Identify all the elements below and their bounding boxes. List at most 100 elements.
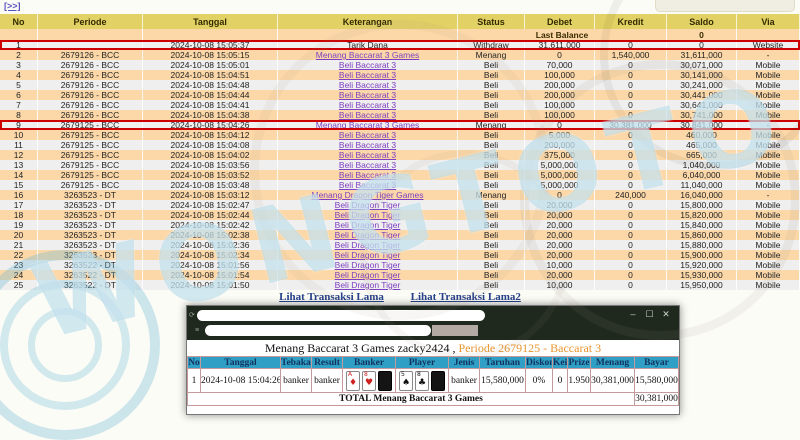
cell-no: 20	[0, 230, 38, 240]
cell-periode: 2679126 - BCC	[38, 50, 143, 60]
cell-kredit: 30,381,000	[595, 120, 667, 130]
keterangan-link[interactable]: Beli Baccarat 3	[338, 180, 397, 190]
cell-via: -	[737, 120, 800, 130]
popup-profile-box[interactable]	[432, 325, 478, 336]
cell-keterangan: Beli Baccarat 3	[278, 150, 458, 160]
cell-saldo: 15,950,000	[667, 280, 737, 290]
keterangan-link[interactable]: Beli Dragon Tiger	[334, 220, 401, 230]
keterangan-link[interactable]: Beli Baccarat 3	[338, 80, 397, 90]
cell-kredit: 0	[595, 280, 667, 290]
minimize-icon[interactable]: –	[630, 309, 636, 319]
cell-no: 18	[0, 210, 38, 220]
keterangan-link[interactable]: Beli Baccarat 3	[338, 110, 397, 120]
cell-debet: 5,000,000	[525, 180, 595, 190]
column-header-status: Status	[458, 14, 525, 29]
keterangan-link[interactable]: Menang Baccarat 3 Games	[315, 120, 420, 130]
keterangan-link[interactable]: Beli Baccarat 3	[338, 170, 397, 180]
last-balance-value[interactable]: 0	[667, 29, 737, 40]
keterangan-link[interactable]: Beli Baccarat 3	[338, 130, 397, 140]
popup-column-header-taruhan: Taruhan	[479, 356, 526, 369]
menu-icon[interactable]: ≡	[195, 327, 200, 334]
popup-column-header-menang: Menang	[590, 356, 635, 369]
keterangan-link[interactable]: Beli Baccarat 3	[338, 140, 397, 150]
cell-saldo: 30,241,000	[667, 80, 737, 90]
keterangan-link[interactable]: Beli Dragon Tiger	[334, 240, 401, 250]
cell-periode: 3263523 - DT	[38, 200, 143, 210]
table-row: 25 3263522 - DT 2024-10-08 15:01:50 Beli Dr…	[0, 280, 800, 290]
cell-debet: 100,000	[525, 100, 595, 110]
cell-kredit: 0	[595, 70, 667, 80]
popup-titlebar[interactable]: ⟳ ≡ – ☐ ✕	[187, 306, 679, 340]
cell-no: 17	[0, 200, 38, 210]
cell-via: Mobile	[737, 220, 800, 230]
cell-no: 24	[0, 270, 38, 280]
popup-cell-no: 1	[187, 368, 201, 393]
popup-data-row: 1 2024-10-08 15:04:26 banker banker A ♦ 8 ♥ 5 ♠ 8 ♣…	[187, 368, 679, 393]
table-header-row: No Periode Tanggal Keterangan Status Debet Kre…	[0, 14, 800, 29]
table-row: 24 3263522 - DT 2024-10-08 15:01:54 Beli Dr…	[0, 270, 800, 280]
table-row: 22 3263523 - DT 2024-10-08 15:02:34 Beli Dr…	[0, 250, 800, 260]
popup-address-field[interactable]	[205, 325, 431, 336]
cell-status: Beli	[458, 220, 525, 230]
cell-periode: 2679125 - BCC	[38, 180, 143, 190]
cell-tanggal: 2024-10-08 15:03:56	[143, 160, 278, 170]
cell-no: 12	[0, 150, 38, 160]
cell-status: Beli	[458, 80, 525, 90]
cell-via: Mobile	[737, 200, 800, 210]
popup-column-header-bayar: Bayar	[634, 356, 679, 369]
keterangan-link[interactable]: Beli Dragon Tiger	[334, 280, 401, 290]
cell-kredit: 0	[595, 90, 667, 100]
lihat-transaksi-lama-link[interactable]: Lihat Transaksi Lama	[279, 291, 384, 303]
cell-periode: 3263522 - DT	[38, 270, 143, 280]
cell-no: 2	[0, 50, 38, 60]
keterangan-link[interactable]: Beli Baccarat 3	[338, 100, 397, 110]
keterangan-link[interactable]: Menang Dragon Tiger Games	[311, 190, 424, 200]
cell-no: 14	[0, 170, 38, 180]
keterangan-link[interactable]: Beli Dragon Tiger	[334, 270, 401, 280]
keterangan-link[interactable]: Beli Dragon Tiger	[334, 230, 401, 240]
cell-debet: 0	[525, 50, 595, 60]
keterangan-link[interactable]: Beli Dragon Tiger	[334, 210, 401, 220]
cell-keterangan: Menang Baccarat 3 Games	[278, 120, 458, 130]
cell-tanggal: 2024-10-08 15:03:12	[143, 190, 278, 200]
popup-cell-prize: 1.950	[567, 368, 591, 393]
keterangan-link[interactable]: Beli Dragon Tiger	[334, 200, 401, 210]
cell-debet: 5,000,000	[525, 170, 595, 180]
cell-kredit: 0	[595, 110, 667, 120]
popup-cell-jenis: banker	[448, 368, 480, 393]
popup-url-field[interactable]	[197, 310, 485, 321]
keterangan-link[interactable]: Beli Dragon Tiger	[334, 260, 401, 270]
maximize-icon[interactable]: ☐	[645, 309, 654, 319]
cell-saldo: 15,800,000	[667, 200, 737, 210]
window-controls: – ☐ ✕	[626, 309, 673, 320]
refresh-icon[interactable]: ⟳	[189, 312, 195, 319]
cell-status: Beli	[458, 100, 525, 110]
keterangan-link[interactable]: Beli Baccarat 3	[338, 90, 397, 100]
keterangan-link[interactable]: Beli Baccarat 3	[338, 150, 397, 160]
cell-via: Mobile	[737, 60, 800, 70]
keterangan-link[interactable]: Beli Baccarat 3	[338, 70, 397, 80]
cell-via: Mobile	[737, 260, 800, 270]
keterangan-link[interactable]: Menang Baccarat 3 Games	[315, 50, 420, 60]
table-row: 15 2679125 - BCC 2024-10-08 15:03:48 Beli B…	[0, 180, 800, 190]
popup-cell-tebakan: banker	[280, 368, 312, 393]
close-icon[interactable]: ✕	[662, 309, 670, 319]
cell-saldo: 30,071,000	[667, 60, 737, 70]
cell-no: 15	[0, 180, 38, 190]
cell-status: Beli	[458, 270, 525, 280]
playing-card: A ♦	[346, 370, 360, 391]
keterangan-link[interactable]: Beli Baccarat 3	[338, 60, 397, 70]
keterangan-link[interactable]: Beli Baccarat 3	[338, 160, 397, 170]
pagination-next-link[interactable]: [>>]	[4, 1, 21, 11]
cell-debet: 20,000	[525, 200, 595, 210]
cell-status: Beli	[458, 150, 525, 160]
cell-tanggal: 2024-10-08 15:02:36	[143, 240, 278, 250]
cell-tanggal: 2024-10-08 15:02:34	[143, 250, 278, 260]
cell-via: Mobile	[737, 80, 800, 90]
keterangan-link[interactable]: Beli Dragon Tiger	[334, 250, 401, 260]
lihat-transaksi-lama2-link[interactable]: Lihat Transaksi Lama2	[410, 291, 521, 303]
cell-debet: 20,000	[525, 250, 595, 260]
cell-status: Beli	[458, 90, 525, 100]
playing-card: 5 ♠	[399, 370, 413, 391]
column-header-periode: Periode	[38, 14, 143, 29]
